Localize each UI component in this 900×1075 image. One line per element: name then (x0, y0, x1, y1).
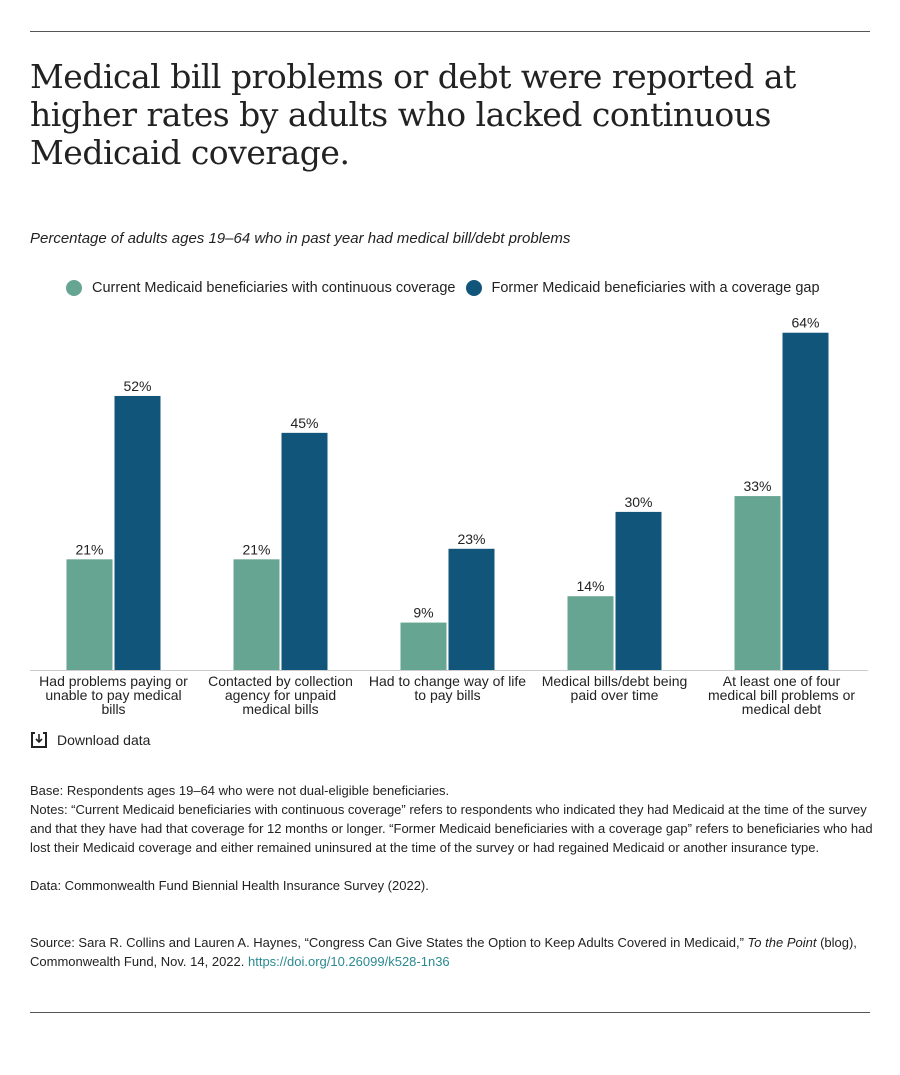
category-label: unable to pay medical (45, 687, 181, 703)
legend-swatch-current (66, 280, 82, 296)
source-note: Source: Sara R. Collins and Lauren A. Ha… (30, 933, 875, 971)
bar (114, 395, 161, 670)
download-data-label: Download data (57, 732, 151, 748)
notes: Base: Respondents ages 19–64 who were no… (30, 781, 875, 971)
bar (233, 559, 280, 670)
category-label: bills (101, 701, 125, 717)
bar (281, 432, 328, 670)
bar (615, 511, 662, 670)
download-icon (31, 732, 47, 748)
category-label: paid over time (571, 687, 659, 703)
download-data-button[interactable]: Download data (30, 731, 150, 749)
source-link[interactable]: https://doi.org/10.26099/k528-1n36 (248, 954, 450, 969)
bar (734, 496, 781, 670)
chart-subtitle: Percentage of adults ages 19–64 who in p… (30, 230, 571, 247)
category-label: medical bills (242, 701, 318, 717)
base-note: Base: Respondents ages 19–64 who were no… (30, 783, 450, 798)
legend: Current Medicaid beneficiaries with cont… (66, 280, 830, 296)
data-label: 14% (576, 578, 604, 594)
source-text: Source: Sara R. Collins and Lauren A. Ha… (30, 935, 748, 950)
category-label: medical bill problems or (708, 687, 855, 703)
bar (400, 622, 447, 670)
data-label: 23% (457, 531, 485, 547)
data-label: 21% (75, 541, 103, 557)
category-label: to pay bills (414, 687, 480, 703)
category-label: agency for unpaid (225, 687, 336, 703)
top-rule (30, 31, 870, 32)
legend-swatch-former (465, 280, 482, 296)
bottom-rule (30, 1012, 870, 1013)
source-text-2: (blog), Commonwealth Fund, Nov. 14, 2022… (30, 935, 857, 969)
legend-label-current: Current Medicaid beneficiaries with cont… (92, 280, 456, 296)
bar (782, 332, 829, 670)
data-label: 21% (242, 541, 270, 557)
legend-label-former: Former Medicaid beneficiaries with a cov… (491, 280, 820, 296)
chart-title: Medical bill problems or debt were repor… (30, 57, 796, 172)
bar (66, 559, 113, 670)
notes-text: Notes: “Current Medicaid beneficiaries w… (30, 802, 873, 855)
bar (567, 596, 614, 670)
category-label: medical debt (742, 701, 821, 717)
category-label: Had problems paying or (39, 673, 188, 689)
category-label: Medical bills/debt being (542, 673, 688, 689)
data-label: 9% (413, 605, 433, 621)
category-label: At least one of four (723, 673, 841, 689)
data-label: 52% (123, 378, 151, 394)
category-label: Contacted by collection (208, 673, 353, 689)
data-label: 64% (791, 315, 819, 331)
source-blog-name: To the Point (747, 935, 817, 950)
data-note: Data: Commonwealth Fund Biennial Health … (30, 878, 429, 893)
data-label: 30% (624, 494, 652, 510)
category-label: Had to change way of life (369, 673, 526, 689)
data-label: 45% (290, 415, 318, 431)
bar (448, 548, 495, 670)
data-label: 33% (743, 478, 771, 494)
